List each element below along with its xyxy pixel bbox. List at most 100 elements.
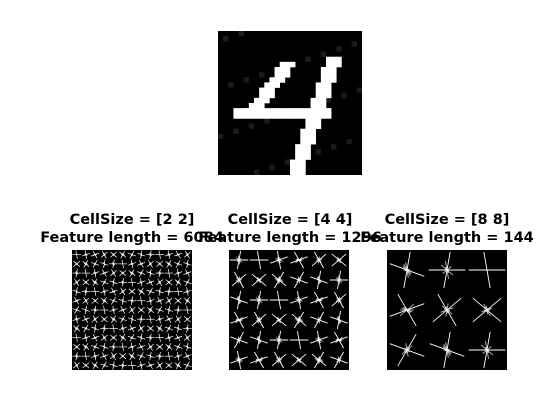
hog-cell-glyph <box>164 268 174 278</box>
hog-orientation-line <box>149 336 152 339</box>
hog-cell-glyph <box>164 305 174 315</box>
digit-pixel <box>310 118 317 124</box>
digit-pixel <box>264 92 270 99</box>
digit-pixel <box>274 72 281 78</box>
hog-orientation-line <box>93 345 97 349</box>
digit-pixel <box>264 87 270 94</box>
digit-pixel <box>320 67 327 73</box>
digit-pixel <box>284 72 291 78</box>
hog-cell-glyph <box>165 343 173 351</box>
digit-pixel <box>331 56 337 63</box>
digit-pixel <box>279 61 286 68</box>
hog-cell-glyph <box>100 305 109 315</box>
digit-pixel <box>254 108 260 114</box>
hog-cell-glyph <box>156 260 164 267</box>
digit-pixel <box>248 108 255 114</box>
hog-cell-glyph <box>311 351 327 369</box>
hog-orientation-line <box>167 268 171 278</box>
hog-visualization-cellsize-2 <box>72 250 192 370</box>
digit-pixel <box>305 154 311 160</box>
hog-cell-glyph <box>183 259 192 269</box>
hog-cell-glyph <box>251 273 267 287</box>
hog-orientation-line <box>146 280 155 285</box>
noise-pixel <box>320 51 326 57</box>
digit-pixel <box>264 82 270 88</box>
hog-cell-glyph <box>72 296 81 305</box>
digit-pixel <box>310 133 317 140</box>
hog-cell-glyph <box>330 310 348 330</box>
digit-pixel <box>295 154 301 160</box>
hog-orientation-line <box>310 296 328 304</box>
hog-cell-glyph <box>90 324 100 333</box>
hog-orientation-line <box>186 300 189 302</box>
hog-orientation-line <box>158 263 162 265</box>
hog-orientation-line <box>185 336 189 339</box>
digit-pixel <box>290 113 296 119</box>
noise-pixel <box>233 128 239 134</box>
hog-orientation-line <box>103 300 106 302</box>
hog-cell-glyph <box>100 342 109 352</box>
hog-cell-glyph <box>73 260 81 267</box>
hog-orientation-line <box>276 290 282 310</box>
hog-cell-glyph <box>118 296 127 306</box>
digit-pixel <box>320 72 327 78</box>
hog-cell-glyph <box>310 330 328 350</box>
hog-cell-glyph <box>155 250 164 259</box>
digit-pixel <box>320 113 327 119</box>
hog-orientation-line <box>337 359 341 361</box>
digit-pixel <box>305 128 311 135</box>
hog-orientation-line <box>130 299 134 302</box>
hog-orientation-line <box>177 287 180 296</box>
hog-cell-glyph <box>174 259 183 268</box>
hog-cell-glyph <box>100 333 108 342</box>
hog-cell-glyph <box>109 296 118 305</box>
digit-pixel <box>326 82 332 88</box>
hog-orientation-line <box>72 298 81 303</box>
hog-cell-glyph <box>174 250 183 259</box>
hog-cell-glyph <box>127 324 137 333</box>
hog-orientation-line <box>176 308 180 312</box>
digit-pixel <box>331 61 337 68</box>
hog-cell-glyph <box>127 296 137 306</box>
hog-orientation-line <box>103 259 106 269</box>
noise-pixel <box>269 164 275 170</box>
hog-cell-glyph <box>429 331 465 369</box>
digit-pixel <box>315 123 322 130</box>
hog-orientation-line <box>139 354 143 358</box>
hog-orientation-line <box>90 335 100 340</box>
hog-orientation-line <box>158 281 162 284</box>
hog-cell-glyph <box>90 351 100 361</box>
hog-cell-glyph <box>110 269 118 277</box>
digit-pixel <box>274 67 281 73</box>
hog-orientation-line <box>167 281 171 284</box>
cell-size-label-3: CellSize = [8 8] <box>384 212 510 228</box>
digit-pixel <box>284 108 291 114</box>
hog-orientation-line <box>100 271 109 275</box>
hog-cell-glyph <box>109 342 118 352</box>
digit-pixel <box>295 144 301 150</box>
hog-orientation-line <box>167 364 171 367</box>
hog-orientation-line <box>140 290 143 293</box>
hog-cell-glyph <box>81 333 90 342</box>
hog-cell-glyph <box>118 324 127 333</box>
hog-cell-glyph <box>127 250 137 259</box>
hog-orientation-line <box>237 339 241 341</box>
hog-orientation-line <box>140 318 143 321</box>
digit-pixel <box>300 169 306 175</box>
hog-orientation-line <box>112 299 115 303</box>
hog-orientation-line <box>84 305 87 315</box>
digit-pixel <box>315 92 322 99</box>
hog-cell-glyph <box>428 251 466 289</box>
hog-orientation-line <box>167 290 171 293</box>
hog-orientation-line <box>174 354 183 358</box>
cell-size-label-2: CellSize = [4 4] <box>227 212 353 228</box>
hog-cell-glyph <box>109 324 118 333</box>
hog-orientation-line <box>93 287 97 296</box>
hog-cell-glyph <box>90 305 100 315</box>
digit-pixel <box>326 61 332 68</box>
hog-cell-glyph <box>249 290 269 310</box>
hog-cell-glyph <box>128 269 136 277</box>
hog-orientation-line <box>485 349 489 351</box>
hog-cell-glyph <box>91 297 99 304</box>
hog-orientation-line <box>75 263 78 265</box>
